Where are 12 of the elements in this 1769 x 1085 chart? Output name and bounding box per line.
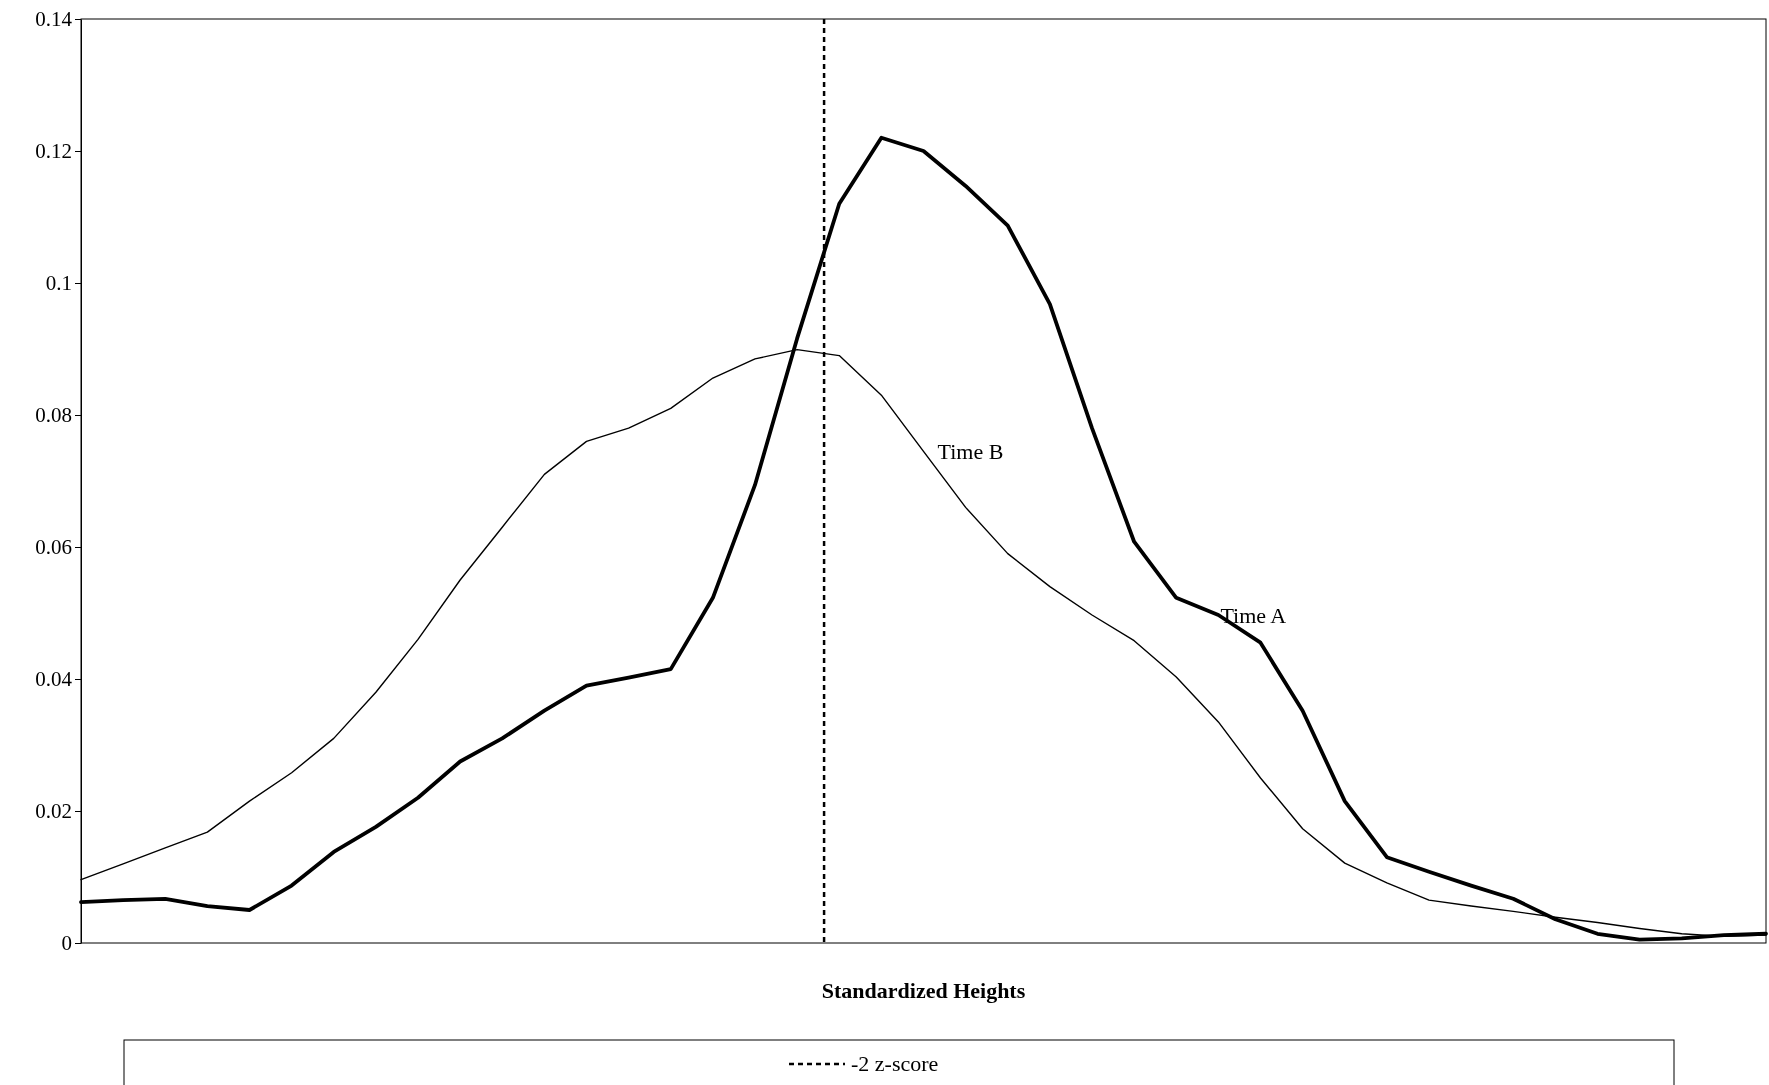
series-label: Time A <box>1220 602 1287 628</box>
x-axis-title: Standardized Heights <box>821 978 1026 1003</box>
y-tick-label: 0.06 <box>35 535 72 560</box>
text: -2 z-score <box>851 1051 939 1076</box>
y-tick-label: 0 <box>61 931 72 956</box>
y-tick-label: 0.02 <box>35 799 72 824</box>
y-tick-label: 0.04 <box>35 667 73 692</box>
y-tick-label: 0.14 <box>35 7 73 32</box>
y-tick-label: 0.1 <box>45 271 72 296</box>
series-label: Time B <box>937 439 1004 465</box>
y-tick-label: 0.08 <box>35 403 72 428</box>
y-tick-label: 0.12 <box>35 139 72 164</box>
